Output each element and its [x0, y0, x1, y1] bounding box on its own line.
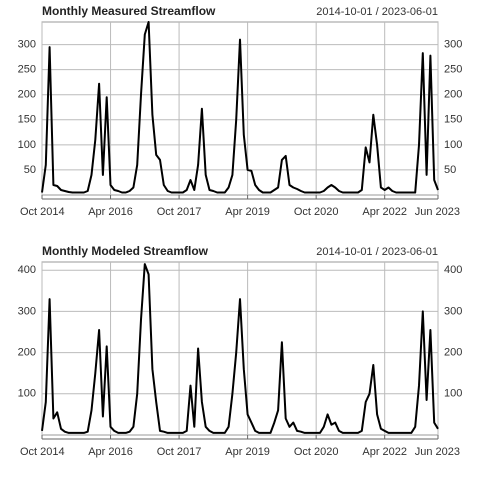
x-tick-label: Oct 2014 — [20, 446, 65, 458]
y-tick-label: 250 — [18, 64, 36, 76]
y-tick-label: 200 — [18, 347, 36, 359]
y-tick-label: 150 — [18, 114, 36, 126]
x-tick-label: Oct 2020 — [294, 446, 339, 458]
line — [41, 263, 439, 434]
y-tick-label-right: 300 — [444, 305, 462, 317]
x-tick-label: Oct 2020 — [294, 206, 339, 218]
y-tick-label: 400 — [18, 264, 36, 276]
chart-title: Monthly Measured Streamflow — [42, 4, 216, 18]
x-tick-label: Apr 2022 — [362, 446, 407, 458]
chart-title: Monthly Modeled Streamflow — [42, 244, 209, 258]
y-tick-label: 50 — [24, 164, 36, 176]
x-tick-label: Apr 2016 — [88, 446, 133, 458]
x-tick-label: Oct 2014 — [20, 206, 65, 218]
y-tick-label-right: 100 — [444, 139, 462, 151]
y-tick-label: 100 — [18, 139, 36, 151]
y-tick-label-right: 100 — [444, 388, 462, 400]
y-tick-label-right: 300 — [444, 38, 462, 50]
y-tick-label-right: 400 — [444, 264, 462, 276]
x-tick-label: Oct 2017 — [157, 206, 202, 218]
y-tick-label: 300 — [18, 38, 36, 50]
y-tick-label-right: 250 — [444, 64, 462, 76]
y-tick-label: 300 — [18, 305, 36, 317]
x-tick-label: Oct 2017 — [157, 446, 202, 458]
x-tick-label: Jun 2023 — [415, 206, 460, 218]
y-tick-label-right: 150 — [444, 114, 462, 126]
x-tick-label: Apr 2019 — [225, 446, 270, 458]
x-tick-label: Apr 2022 — [362, 206, 407, 218]
line — [41, 21, 439, 194]
y-tick-label-right: 200 — [444, 347, 462, 359]
chart-subtitle: 2014-10-01 / 2023-06-01 — [316, 6, 438, 18]
y-tick-label-right: 200 — [444, 89, 462, 101]
y-tick-label: 200 — [18, 89, 36, 101]
x-tick-label: Apr 2016 — [88, 206, 133, 218]
chart-subtitle: 2014-10-01 / 2023-06-01 — [316, 246, 438, 258]
y-tick-label: 100 — [18, 388, 36, 400]
y-tick-label-right: 50 — [444, 164, 456, 176]
plot-area — [41, 261, 439, 436]
x-tick-label: Apr 2019 — [225, 206, 270, 218]
x-tick-label: Jun 2023 — [415, 446, 460, 458]
